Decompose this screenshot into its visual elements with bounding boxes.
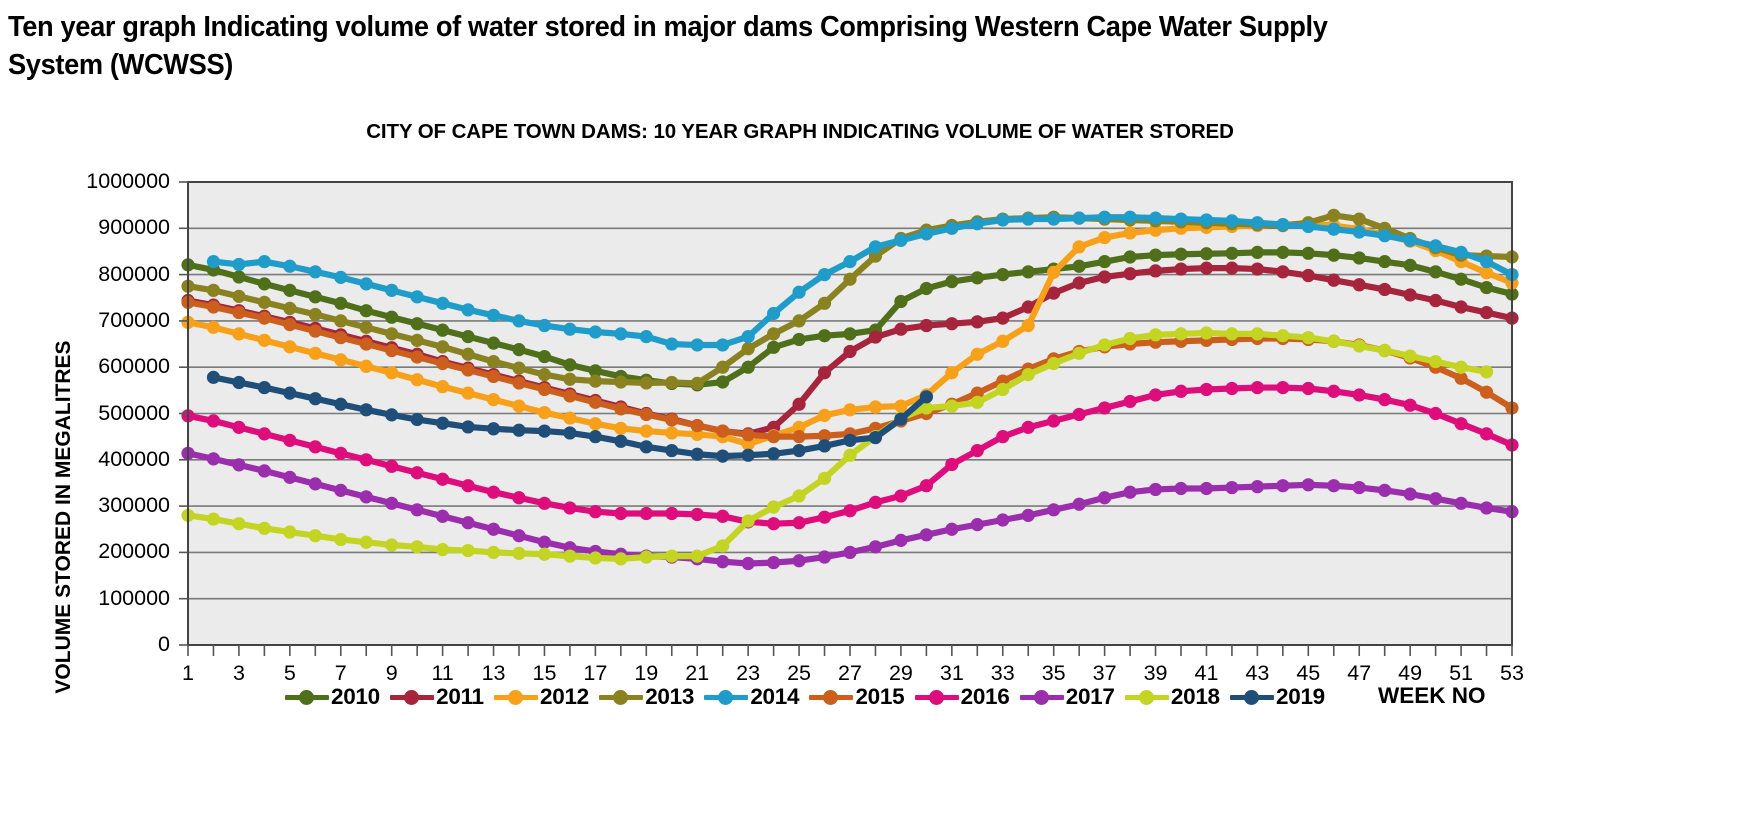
legend-label: 2014 — [750, 684, 800, 709]
legend-marker-icon — [390, 687, 435, 707]
legend-marker-icon — [1230, 687, 1275, 707]
x-axis-tick-label: 35 — [1041, 661, 1066, 685]
series-2014 — [206, 210, 1519, 352]
legend-item-2016[interactable]: 2016 — [914, 684, 1010, 710]
chart-container: CITY OF CAPE TOWN DAMS: 10 YEAR GRAPH IN… — [0, 105, 1745, 828]
legend-label: 2012 — [540, 684, 589, 709]
legend-item-2011[interactable]: 2011 — [390, 684, 484, 710]
legend-item-2017[interactable]: 2017 — [1019, 684, 1115, 710]
x-axis-tick-label: 27 — [838, 661, 862, 685]
x-axis-tick-label: 51 — [1449, 661, 1474, 685]
x-axis-tick-label: 49 — [1398, 661, 1423, 685]
legend-item-2010[interactable]: 2010 — [285, 684, 380, 710]
y-axis-tick-label: 800000 — [98, 261, 170, 286]
x-axis-tick-label: 13 — [481, 661, 506, 685]
y-axis-tick-label: 200000 — [98, 539, 170, 564]
x-axis-tick-label: 45 — [1296, 661, 1321, 685]
legend-item-2015[interactable]: 2015 — [809, 684, 905, 710]
legend-marker-icon — [1019, 687, 1064, 707]
y-axis-tick-label: 100000 — [98, 585, 170, 610]
legend-label: 2018 — [1170, 684, 1220, 709]
y-axis-tick-label: 700000 — [98, 307, 170, 332]
legend-label: 2010 — [331, 684, 380, 709]
legend-item-2014[interactable]: 2014 — [704, 684, 799, 710]
y-axis-tick-label: 0 — [158, 632, 170, 656]
legend-marker-icon — [809, 687, 854, 707]
x-axis-tick-label: 41 — [1194, 661, 1219, 685]
x-axis-tick-label: 47 — [1347, 661, 1372, 685]
x-axis-tick-label: 53 — [1500, 661, 1524, 685]
series-2018 — [181, 326, 1494, 566]
legend-label: 2017 — [1065, 684, 1115, 709]
legend-marker-icon — [285, 687, 329, 707]
x-axis-tick-label: 15 — [532, 661, 557, 685]
x-axis-tick-label: 23 — [736, 661, 761, 685]
x-axis-tick-label: 39 — [1143, 661, 1168, 685]
x-axis-tick-label: 11 — [431, 661, 454, 685]
legend-marker-icon — [704, 687, 749, 707]
legend-item-2019[interactable]: 2019 — [1230, 684, 1325, 710]
page-title: Ten year graph Indicating volume of wate… — [8, 11, 1328, 81]
x-axis-tick-label: 3 — [232, 661, 245, 685]
series-2016 — [181, 380, 1519, 531]
x-axis-tick-label: 5 — [283, 661, 296, 685]
legend-label: 2015 — [855, 684, 905, 709]
legend-label: 2019 — [1276, 684, 1325, 709]
y-axis-tick-label: 500000 — [98, 400, 170, 425]
series-2017 — [181, 446, 1519, 571]
x-axis-tick-label: 33 — [990, 661, 1015, 685]
legend-marker-icon — [1124, 687, 1169, 707]
y-axis-tick-label: 400000 — [98, 446, 170, 471]
x-axis-tick-label: 1 — [182, 661, 194, 685]
x-axis-tick-label: 25 — [787, 661, 812, 685]
x-axis-tick-label: 19 — [634, 661, 659, 685]
series-2019 — [206, 370, 933, 463]
x-axis-tick-label: 7 — [334, 661, 347, 685]
x-axis-tick-label: 37 — [1092, 661, 1117, 685]
legend-label: 2016 — [960, 684, 1010, 709]
plot-area — [179, 181, 1519, 656]
chart-legend: 2010 2011 2012 2013 2014 2015 2016 2017 2018 2019 — [285, 682, 1325, 712]
legend-item-2012[interactable]: 2012 — [494, 684, 589, 710]
legend-label: 2013 — [645, 684, 695, 709]
chart-title: CITY OF CAPE TOWN DAMS: 10 YEAR GRAPH IN… — [366, 120, 1234, 143]
legend-label: 2011 — [436, 684, 484, 709]
x-axis-tick-label: 9 — [385, 661, 398, 685]
y-axis-tick-label: 1000000 — [86, 169, 170, 193]
x-axis-tick-label: 31 — [939, 661, 964, 685]
legend-marker-icon — [599, 687, 644, 707]
y-axis-tick-label: 600000 — [98, 354, 170, 379]
x-axis-tick-label: 21 — [685, 661, 710, 685]
legend-marker-icon — [494, 687, 539, 707]
legend-item-2018[interactable]: 2018 — [1124, 684, 1220, 710]
x-axis-tick-label: 43 — [1245, 661, 1270, 685]
y-axis-ticks: 1000000 900000 800000 700000 600000 500000 400… — [30, 105, 170, 828]
x-axis-tick-label: 17 — [583, 661, 608, 685]
y-axis-tick-label: 900000 — [98, 215, 170, 240]
legend-item-2013[interactable]: 2013 — [599, 684, 694, 710]
legend-marker-icon — [914, 687, 959, 707]
x-axis-title: WEEK NO — [1378, 683, 1486, 708]
x-axis-tick-label: 29 — [888, 661, 913, 685]
y-axis-tick-label: 300000 — [98, 493, 170, 518]
